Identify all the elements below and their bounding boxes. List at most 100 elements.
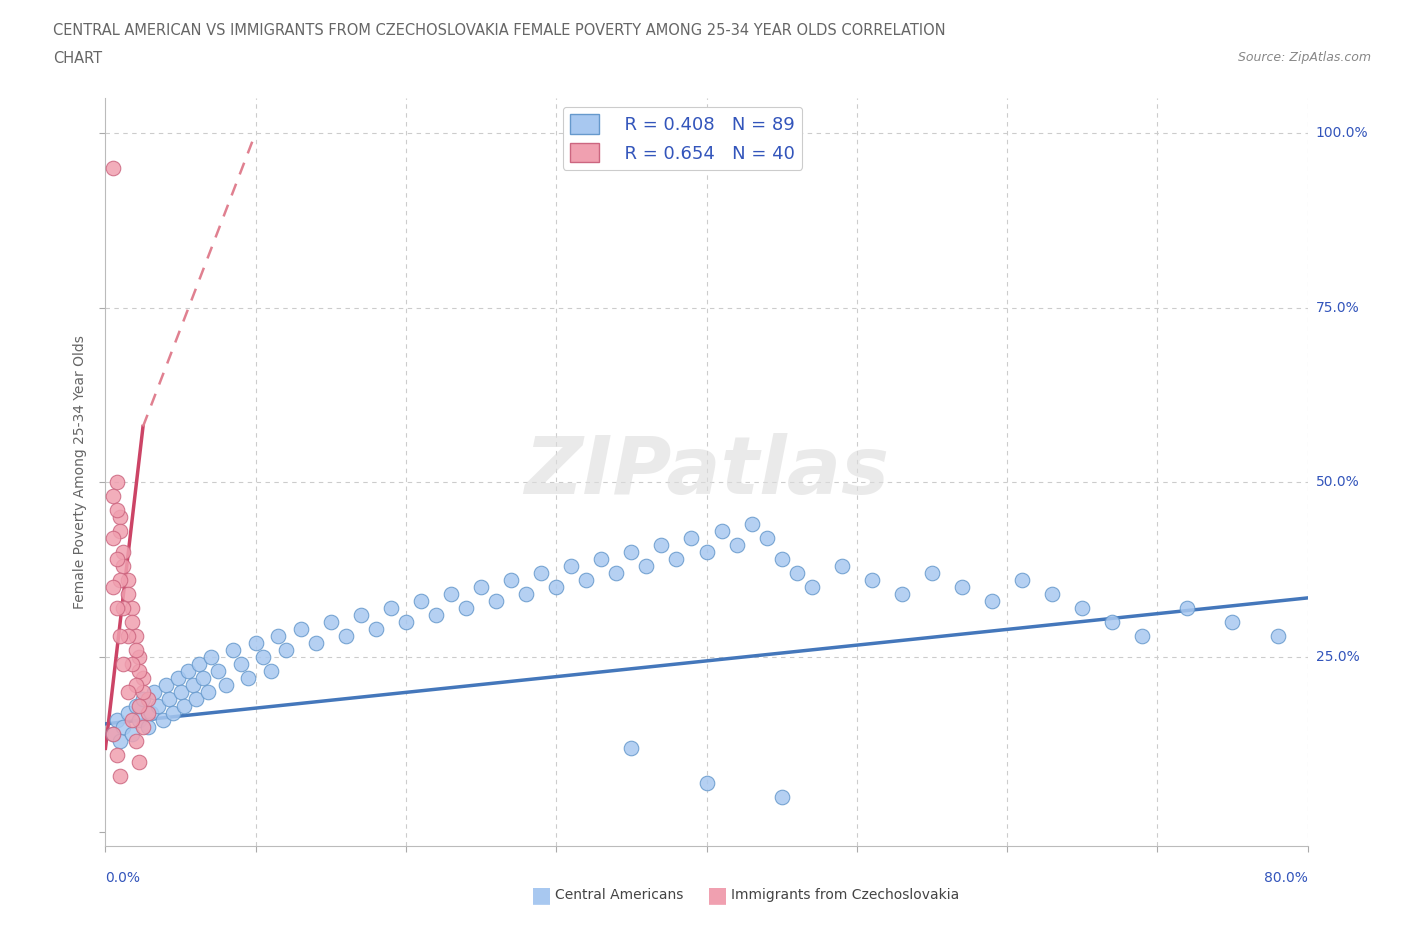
Point [110,573,132,588]
Point [101,160,124,175]
Point [454,601,477,616]
Point [121,601,143,616]
Point [440,587,463,602]
Point [128,713,150,728]
Point [1040,587,1063,602]
Point [121,615,143,630]
Point [132,684,155,699]
Text: ZIPatlas: ZIPatlas [524,433,889,511]
Point [1071,601,1094,616]
Point [112,559,135,574]
Point [681,531,703,546]
Point [274,643,297,658]
Point [890,587,912,602]
Point [107,601,129,616]
Point [770,552,793,567]
Point [132,692,155,707]
Text: Immigrants from Czechoslovakia: Immigrants from Czechoslovakia [731,887,959,902]
Point [142,684,165,699]
Point [710,524,733,538]
Point [485,594,508,609]
Point [155,678,177,693]
Text: Central Americans: Central Americans [555,887,683,902]
Point [152,713,174,728]
Point [162,706,184,721]
Text: 80.0%: 80.0% [1264,871,1308,885]
Point [214,678,236,693]
Point [117,587,139,602]
Point [128,664,150,679]
Point [981,594,1004,609]
Point [319,615,342,630]
Text: ■: ■ [531,884,551,905]
Point [124,734,146,749]
Point [136,706,159,721]
Point [515,587,537,602]
Point [117,629,139,644]
Text: 75.0%: 75.0% [1316,300,1360,314]
Point [1101,615,1123,630]
Point [290,622,312,637]
Point [696,545,718,560]
Point [229,657,252,671]
Point [132,720,155,735]
Point [575,573,598,588]
Point [197,684,219,699]
Point [260,664,283,679]
Text: 0.0%: 0.0% [105,871,141,885]
Point [409,594,432,609]
Point [117,573,139,588]
Point [1175,601,1198,616]
Point [238,671,260,685]
Point [112,601,135,616]
Point [107,552,129,567]
Point [207,664,229,679]
Point [222,643,245,658]
Point [110,629,132,644]
Point [139,706,162,721]
Point [725,538,748,552]
Point [110,524,132,538]
Point [665,552,688,567]
Point [620,741,643,756]
Text: CHART: CHART [53,51,103,66]
Text: 50.0%: 50.0% [1316,475,1360,489]
Text: CENTRAL AMERICAN VS IMMIGRANTS FROM CZECHOSLOVAKIA FEMALE POVERTY AMONG 25-34 YE: CENTRAL AMERICAN VS IMMIGRANTS FROM CZEC… [53,23,946,38]
Point [128,699,150,714]
Point [110,510,132,525]
Point [501,573,523,588]
Point [1130,629,1153,644]
Point [1267,629,1289,644]
Point [136,692,159,707]
Point [101,489,124,504]
Point [177,664,200,679]
Legend:   R = 0.408   N = 89,   R = 0.654   N = 40: R = 0.408 N = 89, R = 0.654 N = 40 [562,107,803,170]
Point [741,517,763,532]
Point [121,657,143,671]
Text: Source: ZipAtlas.com: Source: ZipAtlas.com [1237,51,1371,64]
Point [921,566,943,581]
Point [173,699,195,714]
Point [200,650,222,665]
Point [380,601,402,616]
Point [124,643,146,658]
Point [101,580,124,595]
Point [166,671,188,685]
Point [425,608,447,623]
Point [124,678,146,693]
Point [157,692,180,707]
Point [107,748,129,763]
Point [860,573,883,588]
Point [335,629,357,644]
Point [546,580,568,595]
Point [786,566,808,581]
Point [124,629,146,644]
Point [124,699,146,714]
Point [187,657,209,671]
Point [950,580,973,595]
Point [755,531,778,546]
Point [831,559,853,574]
Point [560,559,582,574]
Point [395,615,418,630]
Point [128,755,150,770]
